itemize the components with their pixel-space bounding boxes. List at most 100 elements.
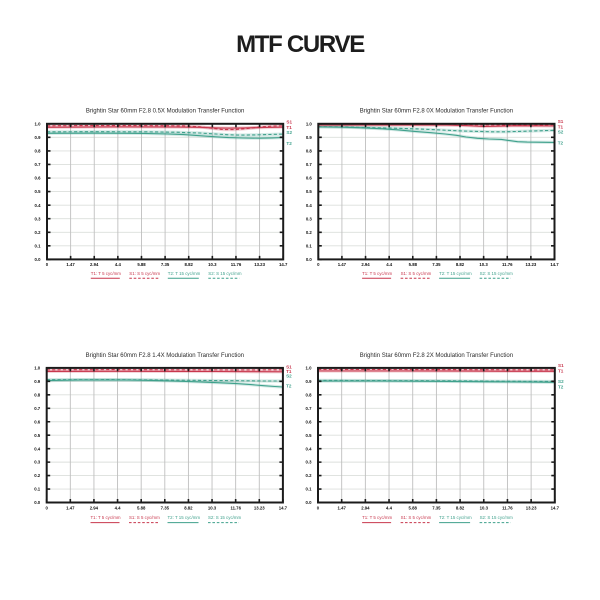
svg-text:1.47: 1.47 [66,505,75,510]
svg-text:13.23: 13.23 [526,505,537,510]
svg-text:S2: S 15 cyc/mm: S2: S 15 cyc/mm [480,515,514,520]
svg-text:0.7: 0.7 [35,162,42,167]
svg-text:1.0: 1.0 [306,366,313,371]
svg-text:0.5: 0.5 [306,433,313,438]
svg-text:S2: S 15 cyc/mm: S2: S 15 cyc/mm [208,271,242,276]
svg-text:0.1: 0.1 [306,243,313,248]
svg-text:0.4: 0.4 [306,446,313,451]
svg-text:T2: T 15 cyc/mm: T2: T 15 cyc/mm [439,271,472,276]
svg-text:Brightin Star 60mm F2.8 0.5X M: Brightin Star 60mm F2.8 0.5X Modulation … [86,109,244,115]
svg-text:0.4: 0.4 [35,203,42,208]
svg-text:4.4: 4.4 [115,505,122,510]
svg-text:T1: T1 [286,369,292,374]
svg-text:10.3: 10.3 [208,262,217,267]
svg-text:8.82: 8.82 [456,505,465,510]
svg-text:0.1: 0.1 [306,487,313,492]
svg-text:T2: T2 [286,384,292,389]
svg-text:S2: S2 [286,374,292,379]
svg-text:0.5: 0.5 [306,189,313,194]
svg-text:S1: S 5 cyc/mm: S1: S 5 cyc/mm [401,515,432,520]
svg-text:2.94: 2.94 [90,262,99,267]
svg-text:0.7: 0.7 [306,162,313,167]
svg-text:T2: T2 [558,385,564,390]
svg-text:0: 0 [46,505,49,510]
svg-text:Brightin Star 60mm F2.8 2X Mod: Brightin Star 60mm F2.8 2X Modulation Tr… [360,353,513,359]
svg-text:7.35: 7.35 [161,262,170,267]
svg-text:0.3: 0.3 [34,460,41,465]
svg-text:S2: S2 [286,130,292,135]
svg-text:T1: T 5 cyc/mm: T1: T 5 cyc/mm [362,271,392,276]
svg-text:8.82: 8.82 [185,262,194,267]
svg-text:8.82: 8.82 [184,505,193,510]
svg-text:0.6: 0.6 [35,176,42,181]
svg-text:0.3: 0.3 [306,460,313,465]
svg-text:14.7: 14.7 [279,505,288,510]
svg-text:0.2: 0.2 [35,230,42,235]
svg-text:S1: S1 [558,363,564,368]
svg-text:8.82: 8.82 [456,262,465,267]
svg-text:S1: S 5 cyc/mm: S1: S 5 cyc/mm [129,271,160,276]
svg-text:T1: T 5 cyc/mm: T1: T 5 cyc/mm [91,271,121,276]
svg-text:5.88: 5.88 [409,505,418,510]
svg-text:0.8: 0.8 [306,392,313,397]
svg-text:0.6: 0.6 [34,419,41,424]
svg-text:11.76: 11.76 [502,505,513,510]
svg-text:2.94: 2.94 [361,262,370,267]
svg-text:0.4: 0.4 [34,446,41,451]
svg-text:0.1: 0.1 [34,487,41,492]
svg-text:S2: S2 [558,379,564,384]
svg-text:2.94: 2.94 [361,505,370,510]
svg-text:14.7: 14.7 [551,505,560,510]
svg-text:0.2: 0.2 [306,230,313,235]
svg-text:1.47: 1.47 [66,262,75,267]
svg-text:5.88: 5.88 [137,262,146,267]
svg-text:4.4: 4.4 [386,505,393,510]
svg-text:S1: S 5 cyc/mm: S1: S 5 cyc/mm [401,271,432,276]
svg-text:0: 0 [46,262,49,267]
svg-text:0.3: 0.3 [306,216,313,221]
svg-text:5.88: 5.88 [137,505,146,510]
svg-text:0.5: 0.5 [35,189,42,194]
svg-text:10.3: 10.3 [479,262,488,267]
svg-text:1.0: 1.0 [34,366,41,371]
svg-text:S1: S1 [286,120,292,125]
svg-text:0: 0 [317,262,320,267]
svg-text:11.76: 11.76 [231,262,242,267]
svg-text:0.6: 0.6 [306,176,313,181]
svg-text:S1: S1 [558,119,564,124]
svg-text:0.8: 0.8 [306,149,313,154]
svg-text:0.9: 0.9 [306,135,313,140]
svg-text:5.88: 5.88 [409,262,418,267]
svg-text:S2: S 15 cyc/mm: S2: S 15 cyc/mm [208,515,242,520]
svg-text:0.9: 0.9 [35,135,42,140]
svg-text:0.9: 0.9 [34,379,41,384]
svg-text:0.2: 0.2 [34,473,41,478]
svg-text:0.8: 0.8 [35,149,42,154]
svg-text:1.47: 1.47 [338,505,347,510]
svg-text:0.0: 0.0 [306,257,313,262]
svg-text:T1: T 5 cyc/mm: T1: T 5 cyc/mm [362,515,392,520]
svg-text:14.7: 14.7 [550,262,559,267]
svg-text:0.3: 0.3 [35,216,42,221]
svg-text:0.7: 0.7 [34,406,41,411]
svg-text:0.0: 0.0 [35,257,42,262]
svg-text:4.4: 4.4 [386,262,393,267]
svg-text:0.9: 0.9 [306,379,313,384]
svg-text:T2: T2 [558,141,564,146]
svg-text:S2: S2 [558,130,564,135]
svg-text:14.7: 14.7 [279,262,288,267]
svg-text:S2: S 15 cyc/mm: S2: S 15 cyc/mm [480,271,514,276]
svg-text:T2: T 15 cyc/mm: T2: T 15 cyc/mm [439,515,472,520]
svg-text:0.0: 0.0 [34,500,41,505]
svg-text:1.0: 1.0 [35,121,42,126]
svg-text:13.23: 13.23 [526,262,537,267]
svg-text:Brightin Star 60mm F2.8 1.4X M: Brightin Star 60mm F2.8 1.4X Modulation … [86,353,244,359]
svg-text:0.1: 0.1 [35,243,42,248]
svg-text:Brightin Star 60mm F2.8 0X Mod: Brightin Star 60mm F2.8 0X Modulation Tr… [360,109,513,115]
svg-text:T2: T 15 cyc/mm: T2: T 15 cyc/mm [168,515,201,520]
svg-text:0.0: 0.0 [306,500,313,505]
svg-text:0.2: 0.2 [306,473,313,478]
svg-text:T1: T1 [558,368,564,373]
svg-text:0: 0 [317,505,320,510]
svg-text:10.3: 10.3 [208,505,217,510]
